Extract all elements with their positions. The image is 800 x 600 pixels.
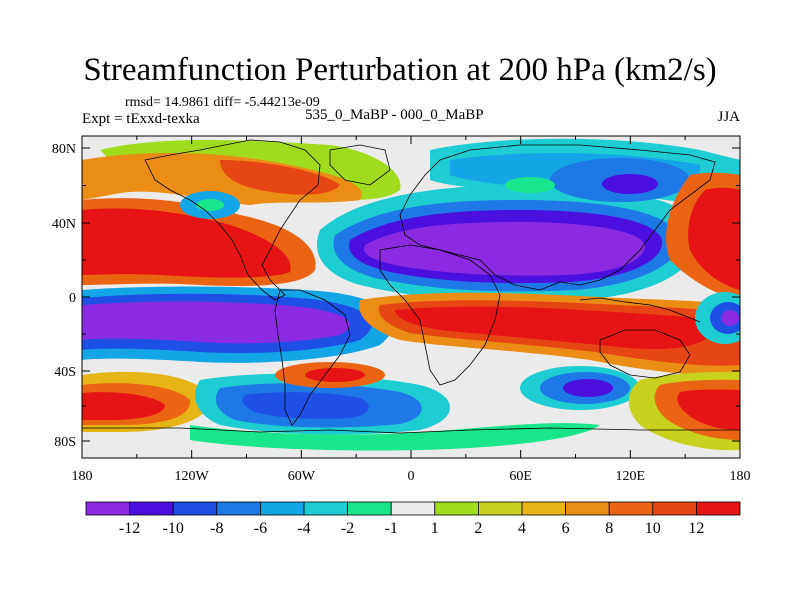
colorbar-label: -10 [163,520,184,537]
colorbar-label: 6 [562,520,570,537]
colorbar-label: 8 [605,520,613,537]
contour-field [364,222,645,276]
contour-field [563,379,613,397]
colorbar-swatch [565,501,610,516]
contour-fields [82,138,740,451]
contour-field [305,368,365,382]
plot-title: Streamfunction Perturbation at 200 hPa (… [83,52,717,88]
contour-field [196,199,224,211]
coastline-africa [379,244,501,386]
colorbar-swatch [259,501,305,516]
colorbar-label: 1 [431,520,439,537]
contour-field [721,310,739,326]
colorbar-label: -12 [119,520,140,537]
colorbar: -12 -10 -8 -6 -4 -2 -1 1 2 4 6 8 10 12 [85,501,741,537]
lon-tick-label: 180 [72,469,93,484]
coastline-greenland [329,144,391,186]
contour-field [505,177,555,193]
contour-field [82,301,350,344]
colorbar-label: 10 [645,520,661,537]
colorbar-label: -4 [297,520,310,537]
lat-tick-label: 0 [69,291,76,306]
lon-tick-label: 60W [288,469,316,484]
contour-field [677,389,740,430]
experiment-label: Expt = tExxd-texka [82,111,200,127]
colorbar-swatch [303,501,348,516]
colorbar-label: -8 [210,520,223,537]
colorbar-swatch [608,501,654,516]
colorbar-label: 12 [688,520,704,537]
coastline-eurasia [399,144,716,291]
lat-tick-label: 80S [54,435,76,450]
colorbar-swatch [85,501,130,516]
lon-tick-label: 120W [175,469,210,484]
contour-field [688,187,740,290]
contour-field [242,392,369,419]
coastline-south-america [274,289,351,426]
contour-field [82,392,165,420]
colorbar-swatch [696,501,741,516]
coastlines [82,139,740,434]
contour-field [82,208,291,278]
coastline-antarctica [82,427,740,434]
colorbar-swatch [521,501,566,516]
map-panel [82,136,740,458]
coastline-north-america [144,139,321,301]
lon-tick-label: 120E [616,469,646,484]
colorbar-swatch [129,501,174,516]
colorbar-swatch [390,501,436,516]
coastline-australia [599,329,691,379]
colorbar-label: 4 [518,520,526,537]
rmsd-diff-stats: rmsd= 14.9861 diff= -5.44213e-09 [125,95,320,110]
colorbar-label: -2 [341,520,354,537]
latitude-axis: 80N 40N 0 40S 80S [52,142,740,450]
season-label: JJA [717,109,740,125]
case-label: 535_0_MaBP - 000_0_MaBP [305,107,484,123]
lon-tick-label: 0 [408,469,415,484]
lon-tick-label: 180 [730,469,751,484]
colorbar-swatch [434,501,479,516]
lat-tick-label: 80N [52,142,76,157]
colorbar-label: -1 [385,520,398,537]
colorbar-swatch [652,501,697,516]
colorbar-swatch [347,501,392,516]
longitude-axis: 180 120W 60W 0 60E 120E 180 [72,136,751,484]
contour-field [395,306,720,350]
colorbar-label: 2 [474,520,482,537]
contour-field [220,160,340,195]
colorbar-swatch [477,501,523,516]
contour-field [190,423,600,451]
lat-tick-label: 40N [52,217,76,232]
coastline-indonesia [579,297,701,323]
colorbar-swatch [172,501,218,516]
colorbar-swatch [216,501,261,516]
contour-field [602,174,658,194]
colorbar-label: -6 [254,520,267,537]
lat-tick-label: 40S [54,365,76,380]
lon-tick-label: 60E [509,469,532,484]
